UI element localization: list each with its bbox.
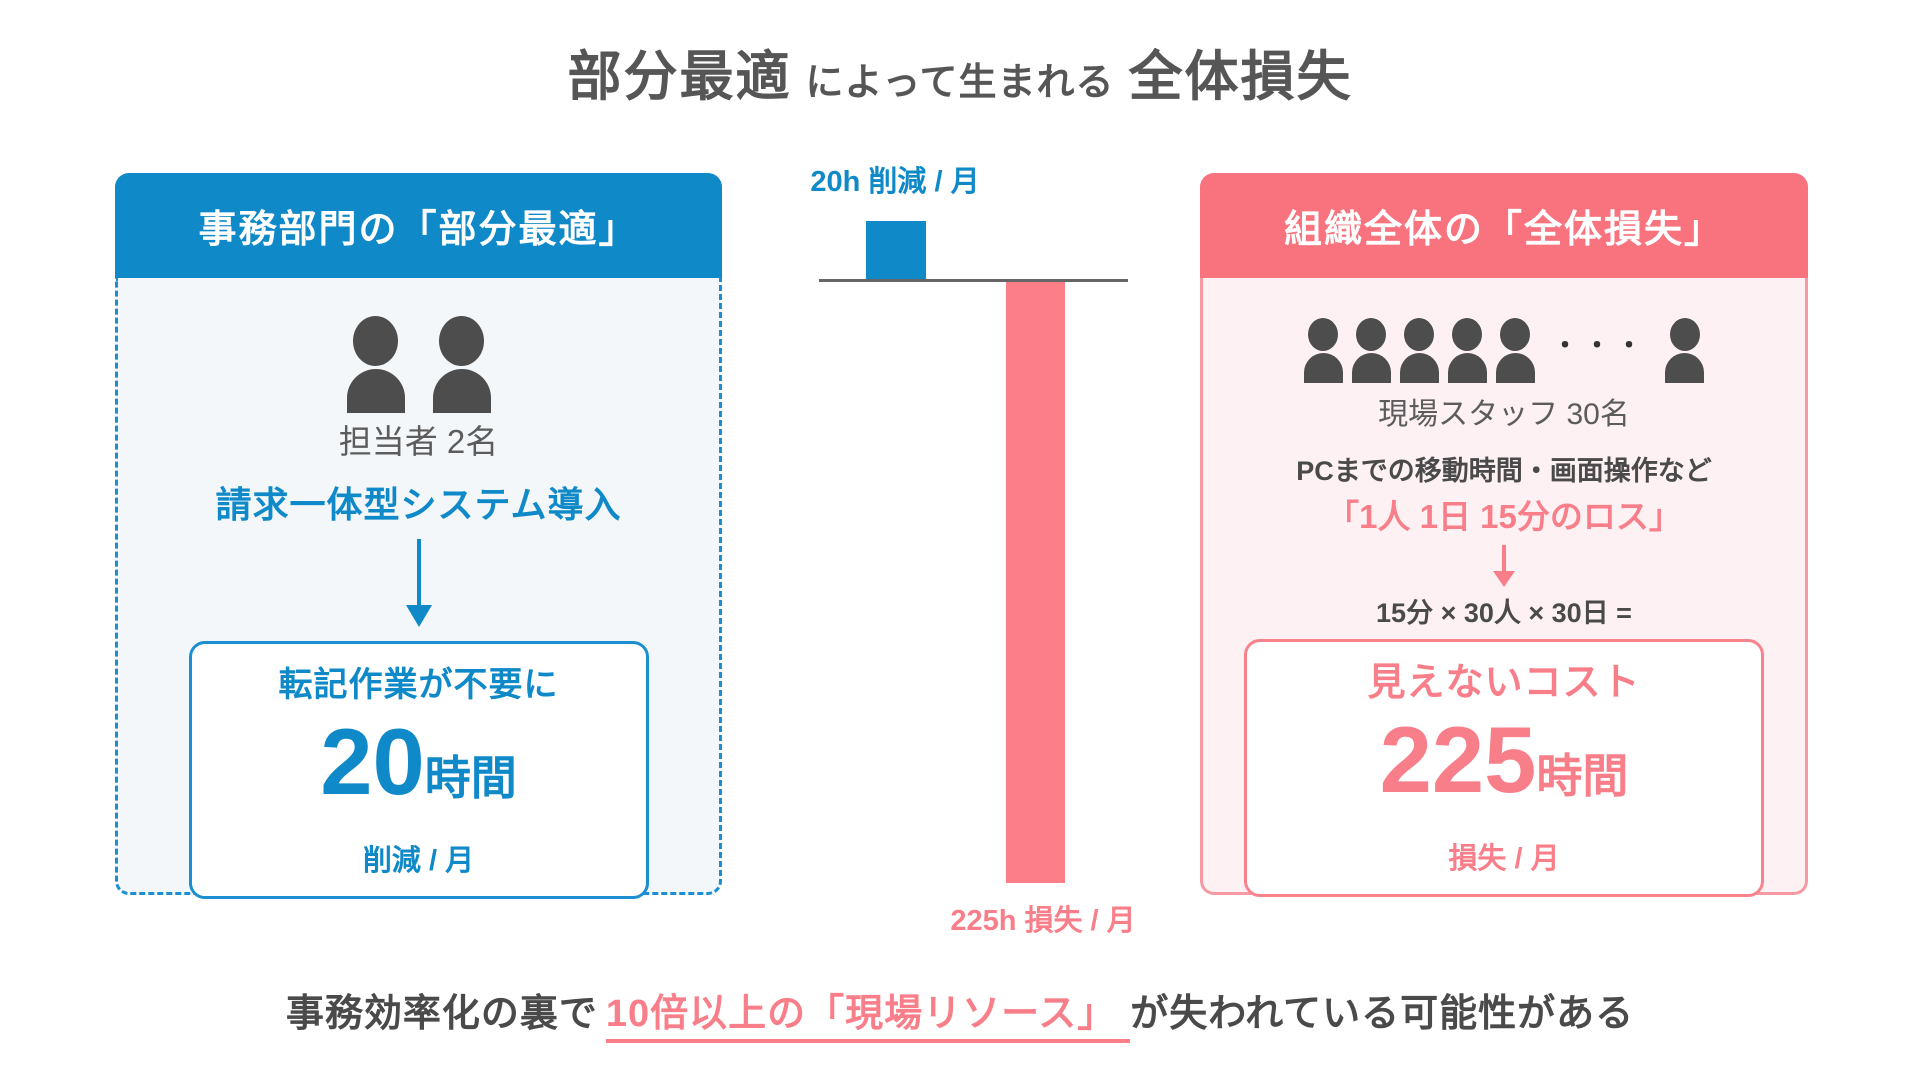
right-card: 組織全体の「全体損失」 ・・・ 現場スタッフ 30名 PCまでの移動時間・画面操… bbox=[1200, 173, 1808, 897]
person-icon bbox=[1665, 318, 1704, 383]
person-icon bbox=[346, 316, 405, 413]
right-cause-text: PCまでの移動時間・画面操作など bbox=[1296, 456, 1712, 486]
left-card-header: 事務部門の「部分最適」 bbox=[115, 173, 722, 278]
right-result-unit: 時間 bbox=[1536, 750, 1629, 802]
arrow-down-icon bbox=[1493, 545, 1515, 587]
right-card-header: 組織全体の「全体損失」 bbox=[1200, 173, 1808, 278]
ellipsis-icon: ・・・ bbox=[1551, 330, 1648, 360]
bar-reduction bbox=[866, 221, 926, 279]
footer-prefix: 事務効率化の裏で bbox=[285, 993, 598, 1035]
left-result-box: 転記作業が不要に 20時間 削減 / 月 bbox=[188, 641, 649, 899]
left-result-number: 20 bbox=[320, 709, 425, 814]
chart-label-loss: 225h 損失 / 月 bbox=[950, 905, 1136, 937]
left-result-caption: 削減 / 月 bbox=[362, 845, 475, 877]
right-formula-text: 15分 × 30人 × 30日 = bbox=[1376, 598, 1632, 628]
title-emphasis-right: 全体損失 bbox=[1128, 47, 1353, 107]
right-card-body: ・・・ 現場スタッフ 30名 PCまでの移動時間・画面操作など 「1人 1日 1… bbox=[1200, 278, 1808, 897]
right-result-value: 225時間 bbox=[1257, 710, 1751, 838]
right-result-caption: 損失 / 月 bbox=[1448, 843, 1560, 875]
right-staff-label: 現場スタッフ 30名 bbox=[1378, 398, 1630, 431]
person-icon bbox=[1351, 318, 1391, 383]
left-result-unit: 時間 bbox=[424, 752, 517, 804]
left-staff-label: 担当者 2名 bbox=[338, 423, 499, 460]
right-result-box: 見えないコスト 225時間 損失 / 月 bbox=[1244, 639, 1764, 897]
right-result-number: 225 bbox=[1379, 707, 1537, 812]
title-emphasis-left: 部分最適 bbox=[567, 47, 792, 107]
bar-loss bbox=[1006, 282, 1065, 883]
right-staff-icons: ・・・ bbox=[1303, 318, 1704, 383]
left-action-text: 請求一体型システム導入 bbox=[215, 484, 622, 525]
person-icon bbox=[432, 316, 491, 413]
title-connector: によって生まれる bbox=[805, 62, 1115, 104]
person-icon bbox=[1447, 318, 1487, 383]
left-result-title: 転記作業が不要に bbox=[278, 666, 559, 704]
left-result-value: 20時間 bbox=[202, 712, 636, 840]
person-icon bbox=[1495, 318, 1535, 383]
left-staff-icons bbox=[346, 316, 491, 413]
page-title: 部分最適 によって生まれる 全体損失 bbox=[0, 32, 1920, 111]
left-card: 事務部門の「部分最適」 担当者 2名 請求一体型システム導入 転記作業が不要に … bbox=[115, 173, 722, 899]
person-icon bbox=[1303, 318, 1343, 383]
chart-label-reduction: 20h 削減 / 月 bbox=[810, 166, 980, 198]
footer-highlight: 10倍以上の「現場リソース」 bbox=[605, 993, 1131, 1043]
arrow-down-icon bbox=[405, 539, 432, 627]
chart-axis bbox=[819, 279, 1128, 282]
person-icon bbox=[1399, 318, 1439, 383]
left-card-body: 担当者 2名 請求一体型システム導入 転記作業が不要に 20時間 削減 / 月 bbox=[115, 278, 722, 899]
right-result-title: 見えないコスト bbox=[1367, 662, 1641, 704]
footer-suffix: が失われている可能性がある bbox=[1130, 993, 1635, 1035]
footer-message: 事務効率化の裏で 10倍以上の「現場リソース」 が失われている可能性がある bbox=[0, 982, 1920, 1043]
right-loss-label: 「1人 1日 15分のロス」 bbox=[1326, 498, 1682, 535]
